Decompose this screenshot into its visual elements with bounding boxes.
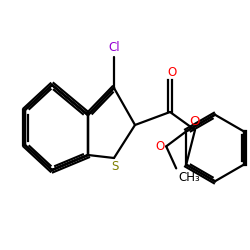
Text: O: O [168,66,176,79]
Text: O: O [190,115,200,128]
Text: Cl: Cl [108,41,120,54]
Text: S: S [111,160,119,173]
Text: O: O [155,140,164,153]
Text: CH₃: CH₃ [178,172,200,184]
